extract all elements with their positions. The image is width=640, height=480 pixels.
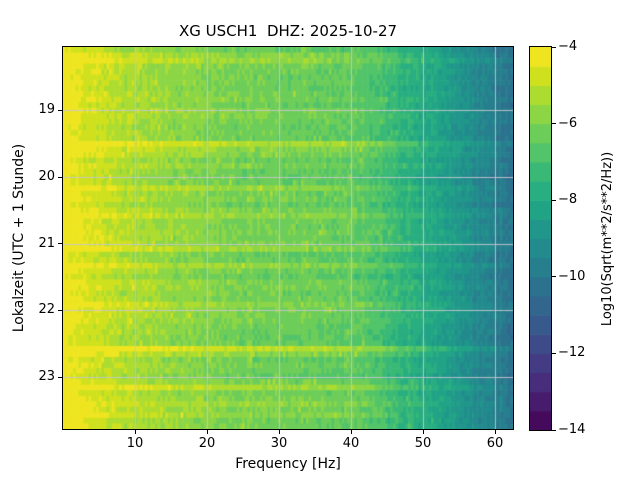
x-tick-label: 20: [198, 436, 216, 451]
y-tick-label: 20: [38, 169, 55, 184]
colorbar-tick-label: −10: [558, 268, 586, 284]
colorbar: [529, 46, 552, 431]
y-tick-label: 19: [38, 102, 55, 118]
x-tick-mark: [494, 430, 496, 434]
x-tick-label: 10: [126, 436, 144, 451]
x-tick-mark: [278, 430, 280, 434]
y-tick-mark: [58, 309, 62, 311]
x-tick-mark: [134, 430, 136, 434]
colorbar-tick-mark: [552, 352, 556, 354]
colorbar-tick-mark: [552, 276, 556, 278]
y-tick-mark: [58, 109, 62, 111]
y-tick-mark: [58, 176, 62, 178]
x-tick-mark: [350, 430, 352, 434]
x-axis-label: Frequency [Hz]: [235, 456, 341, 472]
x-tick-label: 30: [270, 436, 288, 451]
y-tick-mark: [58, 376, 62, 378]
x-tick-mark: [206, 430, 208, 434]
y-tick-label: 22: [38, 302, 55, 318]
colorbar-label: Log10(Sqrt(m**2/s**2/Hz)): [600, 151, 615, 327]
colorbar-tick-mark: [552, 199, 556, 201]
chart-title: XG USCH1 DHZ: 2025-10-27: [178, 22, 398, 40]
y-tick-mark: [58, 243, 62, 245]
plot-area: [62, 46, 514, 430]
x-tick-mark: [422, 430, 424, 434]
colorbar-tick-label: −4: [558, 39, 578, 54]
colorbar-tick-mark: [552, 123, 556, 125]
colorbar-tick-label: −8: [558, 192, 578, 208]
colorbar-canvas: [530, 47, 551, 430]
x-tick-label: 50: [414, 436, 432, 451]
colorbar-tick-label: −12: [558, 345, 586, 361]
colorbar-tick-mark: [552, 46, 556, 48]
spectrogram-canvas: [63, 47, 513, 429]
x-tick-label: 60: [486, 436, 504, 451]
colorbar-tick-label: −6: [558, 115, 578, 131]
x-tick-label: 40: [342, 436, 360, 451]
colorbar-tick-label: −14: [558, 422, 586, 437]
colorbar-tick-mark: [552, 429, 556, 431]
y-tick-label: 23: [38, 369, 55, 384]
y-tick-label: 21: [38, 235, 55, 251]
